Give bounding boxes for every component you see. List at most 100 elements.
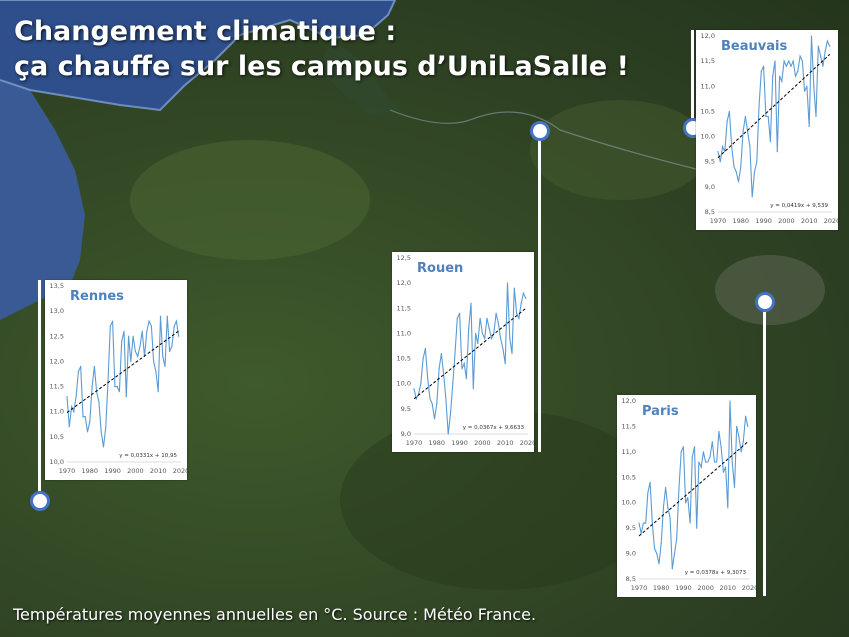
rennes-data-point <box>84 416 86 418</box>
rennes-data-point <box>93 365 95 368</box>
beauvais-y-tick-label: 11,5 <box>701 57 715 65</box>
beauvais-data-point <box>737 181 740 183</box>
paris-data-point <box>736 425 738 428</box>
rennes-data-point <box>146 330 148 332</box>
paris-data-point <box>729 400 731 402</box>
beauvais-data-point <box>728 110 730 113</box>
rouen-data-point <box>497 322 499 324</box>
sea-channel <box>0 0 395 110</box>
chart-rennes: 10,0 10,5 11,0 11,5 12,0 12,5 13,0 13,5 1970 1980… <box>50 282 187 475</box>
rennes-data-point <box>175 320 178 322</box>
beauvais-data-point <box>820 55 822 57</box>
rouen-y-tick-label: 12,5 <box>397 254 411 262</box>
rouen-data-point <box>461 368 463 370</box>
beauvais-data-point <box>792 60 794 62</box>
paris-data-point <box>702 451 704 453</box>
rennes-data-point <box>162 355 164 357</box>
paris-data-point <box>662 507 665 509</box>
rennes-data-point <box>157 391 159 393</box>
rennes-data-point <box>159 315 162 317</box>
rennes-data-point <box>66 396 68 398</box>
paris-location-pin[interactable] <box>755 292 775 312</box>
paris-data-point <box>647 491 649 494</box>
paris-y-tick-label: 11,0 <box>622 448 636 456</box>
field-area <box>130 140 370 260</box>
rennes-chart-title: Rennes <box>70 289 124 304</box>
paris-data-point <box>645 522 647 524</box>
rennes-data-point <box>178 335 180 337</box>
rennes-data-point <box>127 335 130 337</box>
paris-x-tick-label: 1990 <box>675 584 692 592</box>
paris-data-point <box>700 466 702 468</box>
paris-data-point <box>669 517 671 519</box>
urban-area <box>715 255 825 325</box>
beauvais-data-point <box>824 50 826 52</box>
paris-y-tick-label: 9,5 <box>626 524 636 532</box>
paris-x-tick-label: 1980 <box>653 584 670 592</box>
rouen-data-point <box>433 418 436 420</box>
rouen-data-point <box>500 337 502 340</box>
beauvais-data-point <box>717 151 719 153</box>
paris-data-point <box>649 481 651 483</box>
beauvais-data-point <box>788 60 790 62</box>
rennes-data-point <box>80 365 82 368</box>
beauvais-chart-title: Beauvais <box>721 39 787 54</box>
rennes-data-point <box>137 355 139 357</box>
paris-y-tick-label: 10,5 <box>622 473 636 481</box>
paris-trend-line <box>638 441 749 537</box>
rouen-y-tick-label: 11,5 <box>397 304 411 312</box>
rennes-x-tick-label: 1990 <box>104 467 121 475</box>
chart-card-beauvais: 8,5 9,0 9,5 10,0 10,5 11,0 11,5 12,0 1970 1980 199… <box>696 30 838 230</box>
beauvais-x-tick-label: 2000 <box>778 217 795 225</box>
rennes-data-point <box>155 370 157 373</box>
rouen-x-tick-label: 2020 <box>520 439 534 447</box>
paris-data-point <box>738 436 740 438</box>
forest-area <box>340 410 660 590</box>
rouen-data-point <box>472 388 474 390</box>
rennes-connector <box>38 280 41 500</box>
paris-data-point <box>689 522 691 524</box>
chart-paris: 8,5 9,0 9,5 10,0 10,5 11,0 11,5 12,0 1970 1980 199… <box>622 397 756 592</box>
rouen-data-point <box>506 282 509 284</box>
beauvais-data-point <box>822 65 824 67</box>
rouen-data-point <box>436 403 438 405</box>
beauvais-data-point <box>799 55 801 57</box>
beauvais-x-tick-label: 1990 <box>755 217 772 225</box>
beauvais-data-point <box>744 115 746 118</box>
rouen-data-point <box>490 337 493 340</box>
sea-coast-highlight <box>0 0 397 112</box>
rennes-y-tick-label: 13,0 <box>50 307 64 315</box>
rouen-location-pin[interactable] <box>530 121 550 141</box>
paris-data-point <box>747 425 749 428</box>
beauvais-data-point <box>760 70 762 72</box>
paris-data-point <box>660 542 662 544</box>
rouen-data-point <box>431 403 433 405</box>
paris-data-point <box>705 461 707 463</box>
beauvais-data-point <box>724 151 726 153</box>
beauvais-data-point <box>783 60 785 62</box>
rouen-data-point <box>509 337 511 340</box>
rennes-data-point <box>77 370 79 373</box>
rouen-data-point <box>417 393 420 395</box>
beauvais-data-point <box>829 45 831 47</box>
beauvais-data-point <box>778 75 781 77</box>
rouen-data-point <box>438 368 440 370</box>
beauvais-data-point <box>747 130 749 133</box>
rouen-data-point <box>525 297 527 299</box>
sea-bay <box>320 38 400 115</box>
rennes-data-point <box>98 401 100 403</box>
rennes-location-pin[interactable] <box>30 491 50 511</box>
beauvais-x-tick-label: 1970 <box>710 217 727 225</box>
paris-data-point <box>656 552 658 555</box>
paris-data-point <box>744 415 747 417</box>
paris-data-point <box>698 461 700 463</box>
beauvais-data-point <box>769 141 772 143</box>
rennes-data-point <box>91 385 93 388</box>
rouen-y-tick-label: 11,0 <box>397 329 411 337</box>
paris-y-tick-label: 8,5 <box>626 575 636 583</box>
rennes-data-point <box>125 396 127 398</box>
beauvais-x-tick-label: 2010 <box>801 217 818 225</box>
paris-data-point <box>653 547 656 550</box>
beauvais-data-point <box>804 90 806 92</box>
rennes-y-tick-label: 10,0 <box>50 458 64 466</box>
